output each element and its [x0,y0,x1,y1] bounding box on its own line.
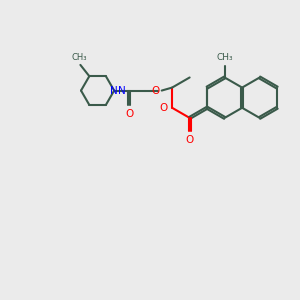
Text: O: O [125,109,133,119]
Text: N: N [110,85,118,96]
Text: O: O [159,103,168,113]
Text: CH₃: CH₃ [71,53,87,62]
Text: O: O [185,135,194,145]
Text: N: N [118,85,125,96]
Text: CH₃: CH₃ [216,53,233,62]
Text: O: O [151,85,159,96]
